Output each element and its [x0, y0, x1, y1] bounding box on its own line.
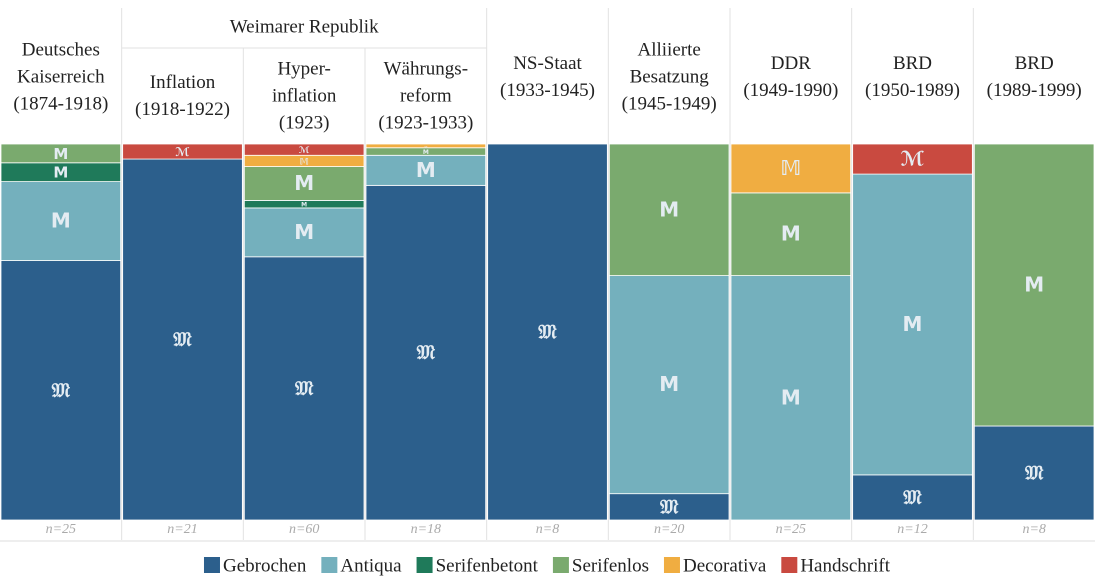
legend-swatch — [416, 557, 433, 573]
segment-glyph: M — [51, 209, 71, 233]
bar-segment — [243, 207, 365, 258]
segment-glyph: 𝔐 — [295, 376, 314, 400]
category-label: DDR — [771, 53, 811, 74]
category-label: Deutsches — [22, 39, 100, 60]
category-label: (1933-1945) — [500, 80, 595, 101]
legend-label: Antiqua — [340, 555, 402, 576]
category-label: inflation — [272, 85, 337, 106]
bar-segment — [852, 474, 973, 521]
segment-glyph: 𝔐 — [903, 485, 922, 509]
bar-segment — [243, 256, 365, 521]
segment-glyph: 𝕄 — [299, 157, 308, 167]
segment-glyph: M — [781, 385, 801, 409]
legend-label: Serifenlos — [572, 555, 649, 576]
segment-glyph: M — [294, 220, 314, 244]
sample-size: n=12 — [897, 522, 927, 537]
segment-glyph: ℳ — [175, 145, 189, 159]
category-label: Währungs- — [384, 58, 468, 79]
sample-size: n=60 — [289, 522, 319, 537]
segment-glyph: 𝔐 — [538, 320, 557, 344]
category-label: (1923) — [279, 112, 330, 133]
category-label: BRD — [893, 53, 932, 74]
category-label: NS-Staat — [513, 53, 582, 74]
segment-glyph: M — [781, 222, 801, 246]
category-label: (1945-1949) — [622, 93, 717, 114]
bar-segment — [365, 154, 487, 186]
bar-segment — [487, 143, 608, 521]
segment-glyph: M — [301, 202, 307, 209]
legend-swatch — [552, 557, 569, 573]
bar-segment — [243, 143, 365, 156]
category-label: reform — [400, 85, 452, 106]
bar-segment — [973, 143, 1095, 427]
segment-glyph: 𝔐 — [417, 340, 436, 364]
sample-size: n=21 — [167, 522, 197, 537]
bar-segment — [852, 173, 973, 476]
category-label: Besatzung — [630, 66, 710, 87]
bar-segment — [0, 181, 122, 261]
bar-segment — [608, 143, 730, 277]
segment-glyph: M — [659, 197, 679, 221]
legend-swatch — [203, 557, 220, 573]
sample-size: n=18 — [411, 522, 441, 537]
legend-label: Handschrift — [800, 555, 890, 576]
segment-glyph: 𝕄 — [424, 145, 427, 149]
segment-glyph: M — [903, 312, 923, 336]
segment-glyph: M — [423, 149, 429, 156]
segment-glyph: ℳ — [299, 146, 310, 156]
legend-swatch — [321, 557, 338, 573]
sample-size: n=25 — [776, 522, 806, 537]
category-label: BRD — [1015, 53, 1054, 74]
bar-segment — [973, 425, 1095, 521]
category-label: (1923-1933) — [378, 112, 473, 133]
legend-label: Decorativa — [683, 555, 767, 576]
legend-swatch — [781, 557, 798, 573]
category-label: Hyper- — [277, 58, 330, 79]
bar-segment — [0, 143, 122, 164]
bar-segment — [122, 143, 243, 160]
category-label: (1918-1922) — [135, 99, 230, 120]
category-label: Alliierte — [638, 39, 701, 60]
segment-glyph: M — [416, 158, 436, 182]
legend-swatch — [663, 557, 680, 573]
segment-glyph: 𝔐 — [173, 327, 192, 351]
sample-size: n=8 — [1022, 522, 1045, 537]
category-label: Kaiserreich — [17, 66, 105, 87]
group-label: Weimarer Republik — [230, 16, 379, 37]
category-label: (1989-1999) — [987, 80, 1082, 101]
sample-size: n=20 — [654, 522, 684, 537]
segment-glyph: 𝔐 — [52, 378, 71, 402]
sample-size: n=25 — [46, 522, 76, 537]
bar-segment — [730, 275, 852, 521]
bar-segment — [122, 158, 243, 521]
bar-segment — [730, 143, 852, 194]
bar-segment — [243, 166, 365, 201]
category-label: (1874-1918) — [13, 93, 108, 114]
segment-glyph: M — [53, 164, 68, 182]
bar-segment — [365, 143, 487, 149]
segment-glyph: 𝔐 — [1025, 461, 1044, 485]
segment-glyph: ℳ — [901, 147, 925, 171]
bar-segment — [365, 184, 487, 521]
legend-label: Gebrochen — [223, 555, 307, 576]
category-label: (1950-1989) — [865, 80, 960, 101]
category-label: (1949-1990) — [743, 80, 838, 101]
segment-glyph: M — [53, 145, 68, 163]
bar-segment — [852, 143, 973, 175]
segment-glyph: M — [1024, 273, 1044, 297]
segment-glyph: M — [659, 372, 679, 396]
sample-size: n=8 — [536, 522, 559, 537]
segment-glyph: 𝕄 — [780, 156, 801, 180]
legend-label: Serifenbetont — [436, 555, 539, 576]
category-label: Inflation — [150, 72, 216, 93]
segment-glyph: M — [294, 171, 314, 195]
segment-glyph: 𝔐 — [660, 494, 679, 518]
